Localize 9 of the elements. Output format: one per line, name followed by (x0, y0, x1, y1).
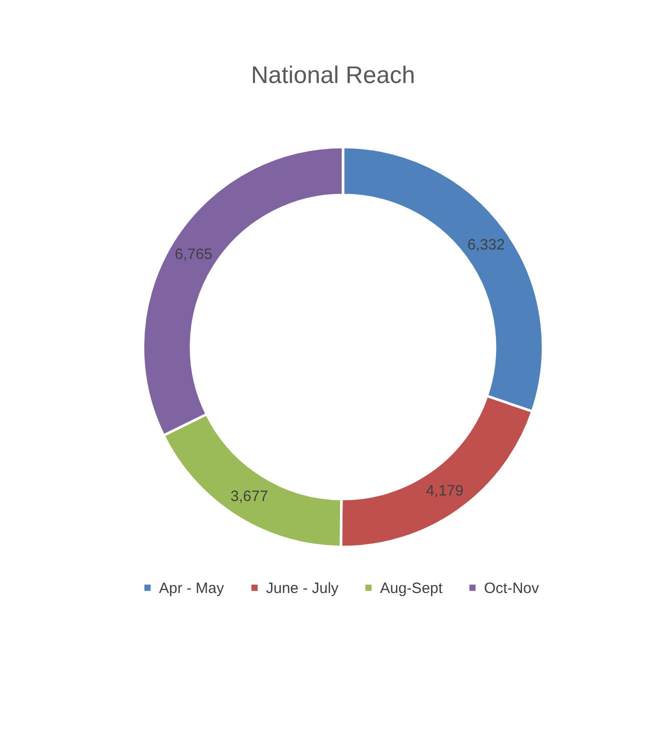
data-label: 6,765 (174, 246, 212, 264)
chart-title: National Reach (250, 62, 416, 89)
legend-label: Apr - May (159, 580, 225, 597)
legend-label: June - July (266, 580, 340, 597)
data-label: 6,332 (467, 236, 505, 254)
legend-label: Aug-Sept (380, 580, 444, 597)
data-label: 3,677 (230, 488, 268, 505)
data-label: 4,179 (426, 482, 464, 500)
legend-label: Oct-Nov (484, 580, 540, 597)
